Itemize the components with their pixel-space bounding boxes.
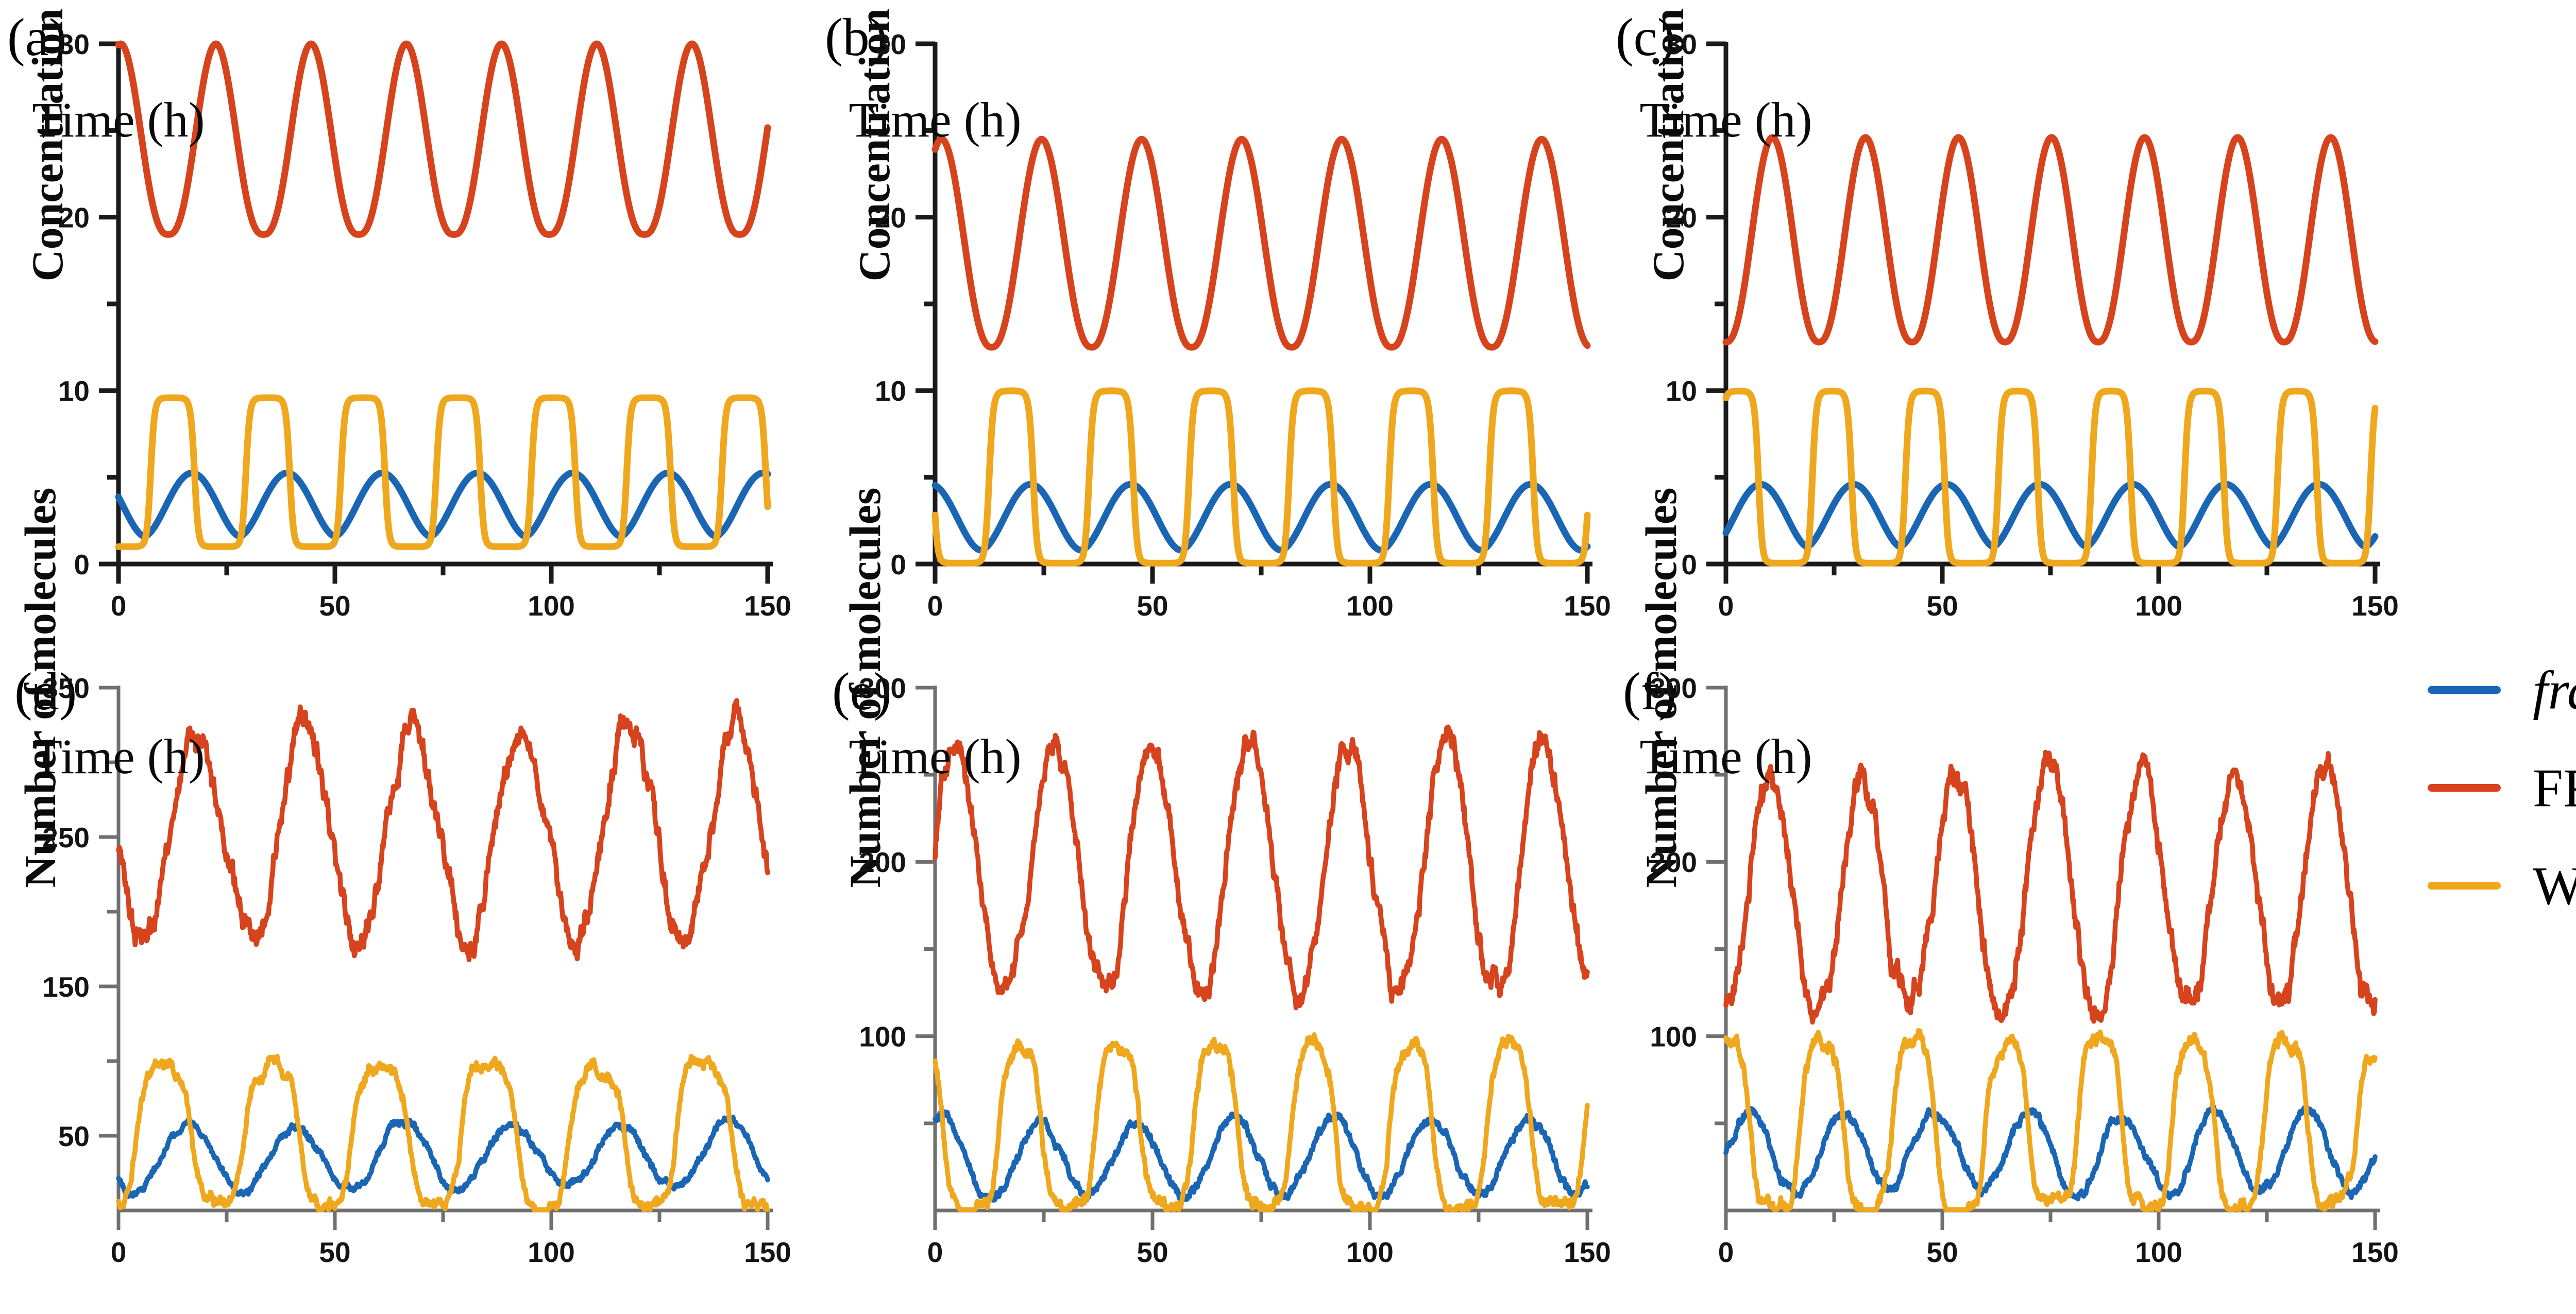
series-line-frq-mrna (1723, 1104, 2378, 1202)
x-axis-title-b: Time (h) (849, 92, 1022, 147)
x-axis-title-c: Time (h) (1639, 92, 1812, 147)
plot-area-a: 0 10 20 30 0 50 100 150 (58, 28, 791, 622)
x-tick-label: 0 (111, 1236, 127, 1268)
y-tick-label: 20 (58, 201, 90, 233)
x-tick-label: 100 (1346, 1236, 1394, 1268)
legend-line-wcc (2428, 881, 2501, 890)
y-tick-label: 10 (1666, 375, 1697, 407)
plot-area-e: 100 200 300 0 50 100 150 (859, 672, 1611, 1268)
x-tick-label: 50 (319, 1236, 350, 1268)
legend-item-frq: FRQ (2428, 757, 2576, 818)
legend-label-text: FRQ (2533, 758, 2576, 818)
x-tick-label: 150 (744, 1236, 791, 1268)
legend: frq mRNA FRQ WCC* (2428, 659, 2576, 916)
x-tick-label: 0 (1718, 1236, 1734, 1268)
y-tick-label: 100 (859, 1020, 906, 1052)
x-tick-label: 100 (2135, 590, 2182, 622)
legend-line-frq (2428, 783, 2501, 792)
y-tick-label: 0 (890, 549, 906, 581)
x-tick-label: 100 (2135, 1236, 2182, 1268)
legend-item-frq-mrna: frq mRNA (2428, 659, 2576, 720)
legend-label-frq-mrna: frq mRNA (2533, 662, 2576, 718)
x-tick-label: 50 (1137, 1236, 1168, 1268)
series-line-frq (115, 40, 771, 238)
panel-letter-b: (b) (825, 8, 888, 67)
y-tick-label: 0 (74, 549, 90, 581)
x-axis-title-d: Time (h) (32, 729, 205, 784)
plot-area-c: 0 10 20 30 0 50 100 150 (1666, 28, 2399, 622)
y-tick-label: 100 (1650, 1020, 1697, 1052)
y-tick-label: 0 (1681, 549, 1697, 581)
x-tick-label: 150 (2351, 1236, 2399, 1268)
plot-area-d: 50 150 250 350 0 50 100 150 (42, 672, 791, 1268)
x-tick-label: 0 (1718, 590, 1734, 622)
legend-label-text: WCC (2533, 856, 2576, 916)
legend-label-wcc: WCC* (2533, 858, 2576, 913)
panel-letter-f: (f) (1623, 662, 1676, 721)
y-tick-label: 150 (42, 971, 90, 1003)
panel-letter-c: (c) (1616, 8, 1675, 67)
x-tick-label: 50 (319, 590, 350, 622)
x-tick-label: 0 (927, 1236, 943, 1268)
x-axis-title-a: Time (h) (32, 92, 205, 147)
legend-label-italic: frq (2533, 660, 2576, 721)
x-tick-label: 100 (528, 590, 575, 622)
x-tick-label: 150 (2351, 590, 2399, 622)
x-tick-label: 50 (1137, 590, 1168, 622)
x-tick-label: 50 (1926, 1236, 1958, 1268)
series-line-frq-mrna (931, 481, 1591, 554)
series-line-frq-mrna (116, 1115, 770, 1200)
x-axis-title-e: Time (h) (849, 729, 1022, 784)
plot-area-b: 0 10 20 30 0 50 100 150 (875, 28, 1611, 622)
y-tick-label: 30 (875, 28, 906, 60)
series-line-frq (116, 698, 770, 963)
y-tick-label: 350 (42, 672, 90, 704)
legend-line-frq-mrna (2428, 686, 2501, 694)
y-tick-label: 300 (859, 672, 906, 704)
series-line-frq (933, 724, 1590, 1011)
panel-letter-d: (d) (14, 662, 77, 721)
series-line-frq (1722, 134, 2379, 346)
panel-letter-e: (e) (832, 662, 892, 721)
y-tick-label: 200 (859, 846, 906, 878)
series-line-wcc (1723, 1028, 2378, 1213)
series-line-wcc (1722, 387, 2379, 567)
x-tick-label: 100 (1346, 590, 1394, 622)
legend-item-wcc: WCC* (2428, 855, 2576, 916)
x-tick-label: 150 (1564, 590, 1611, 622)
x-tick-label: 150 (744, 590, 791, 622)
x-tick-label: 100 (528, 1236, 575, 1268)
y-tick-label: 200 (1650, 846, 1697, 878)
series-line-frq-mrna (1722, 481, 2379, 550)
series-line-frq (931, 135, 1591, 351)
series-line-frq-mrna (115, 469, 771, 540)
x-tick-label: 50 (1926, 590, 1958, 622)
y-tick-label: 250 (42, 822, 90, 854)
x-axis-title-f: Time (h) (1639, 729, 1812, 784)
y-tick-label: 30 (58, 28, 90, 60)
x-tick-label: 0 (111, 590, 127, 622)
y-tick-label: 20 (1666, 201, 1697, 233)
series-line-wcc (931, 387, 1591, 567)
y-tick-label: 10 (875, 375, 906, 407)
x-tick-label: 150 (1564, 1236, 1611, 1268)
plot-area-f: 100 200 300 0 50 100 150 (1650, 672, 2399, 1268)
x-tick-label: 0 (927, 590, 943, 622)
series-line-frq (1723, 749, 2378, 1025)
series-line-wcc (933, 1032, 1590, 1213)
y-tick-label: 20 (875, 201, 906, 233)
y-tick-label: 300 (1650, 672, 1697, 704)
y-tick-label: 50 (58, 1120, 90, 1152)
series-line-wcc (115, 394, 771, 550)
legend-label-frq: FRQ (2533, 760, 2576, 815)
panel-letter-a: (a) (7, 8, 67, 67)
series-line-wcc (116, 1053, 770, 1213)
y-tick-label: 10 (58, 375, 90, 407)
y-tick-label: 30 (1666, 28, 1697, 60)
